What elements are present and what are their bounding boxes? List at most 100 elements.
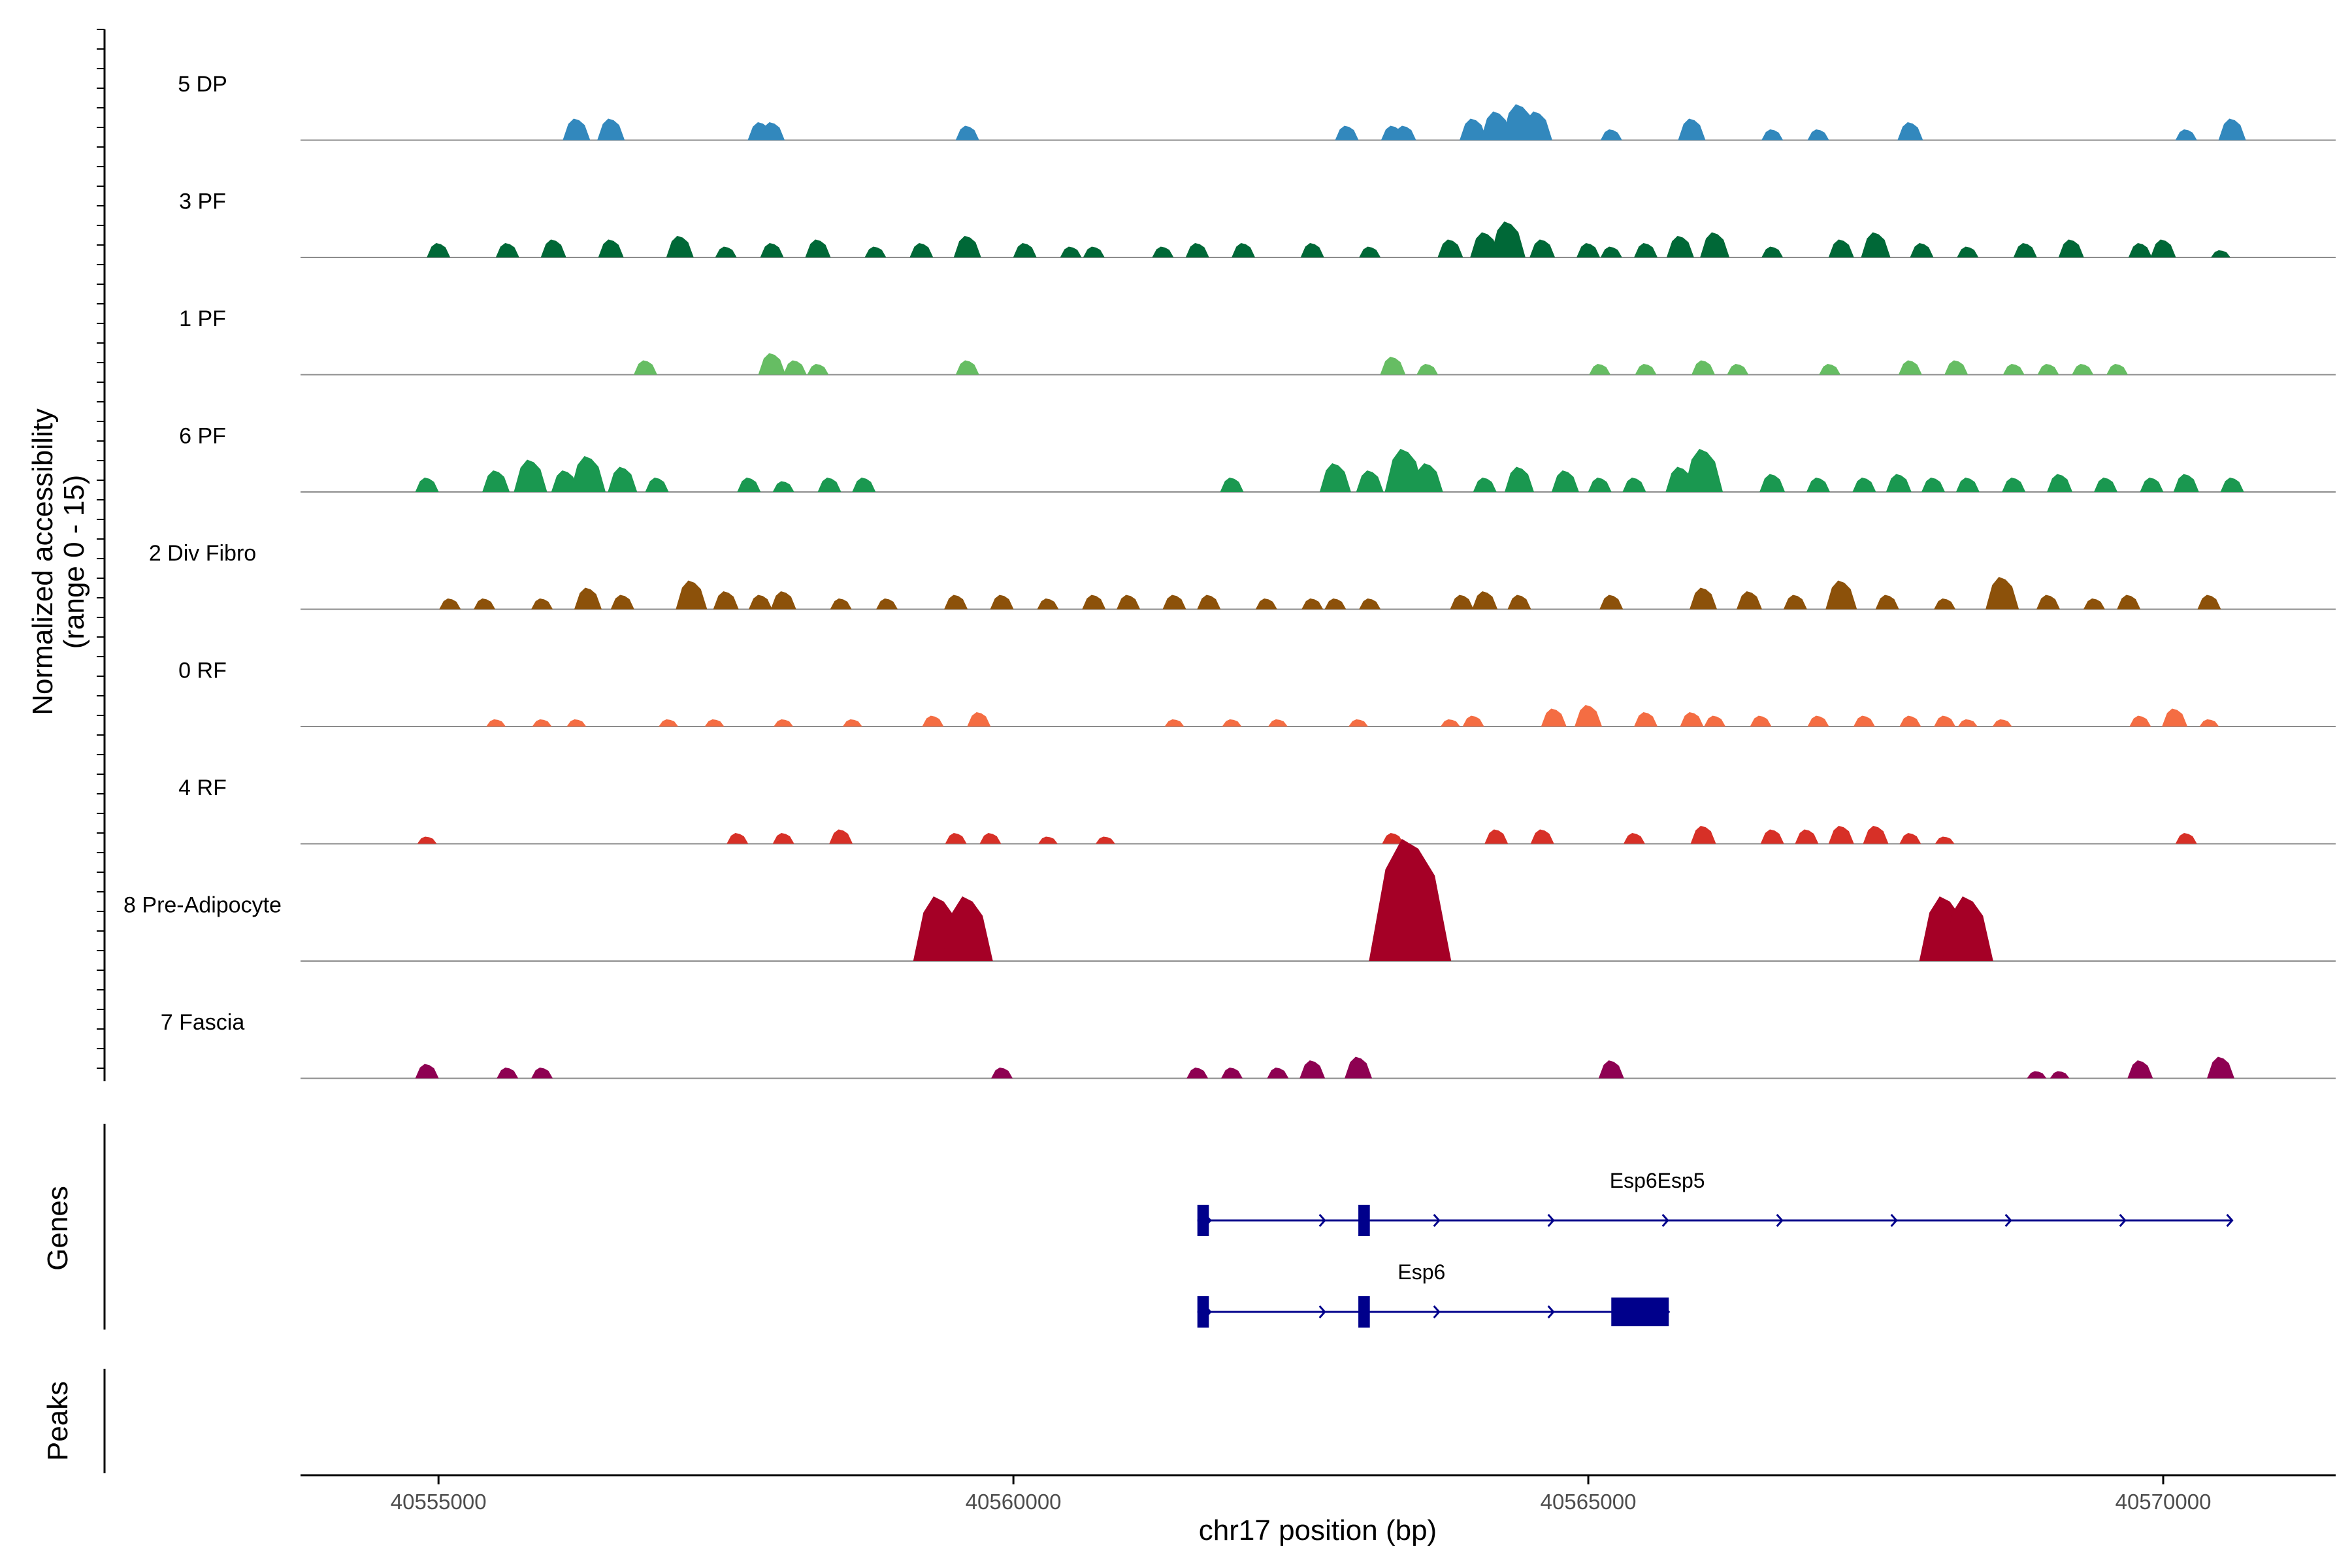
- gene-esp6esp5: Esp6Esp5: [1197, 1169, 2234, 1236]
- strand-arrow: [1318, 1305, 1326, 1318]
- coverage-peak: [1222, 719, 1242, 727]
- coverage-peak: [676, 580, 708, 610]
- coverage-peak: [633, 360, 657, 375]
- coverage-peak: [1623, 833, 1645, 844]
- coverage-peak: [1319, 463, 1351, 492]
- coverage-peak: [1504, 466, 1534, 492]
- coverage-peak: [540, 239, 566, 257]
- coverage-peak: [1795, 829, 1819, 844]
- coverage-peak: [1197, 595, 1221, 610]
- track-label: 4 RF: [178, 776, 227, 800]
- gene-name-label: Esp6: [1397, 1260, 1445, 1284]
- coverage-peak: [1220, 478, 1244, 492]
- coverage-peak: [1825, 580, 1857, 610]
- strand-arrow: [1890, 1214, 1898, 1227]
- coverage-peak: [1666, 236, 1694, 257]
- coverage-peak: [1819, 364, 1841, 375]
- coverage-peak: [2083, 598, 2105, 610]
- x-tick-label: 40555000: [391, 1490, 487, 1514]
- coverage-peak: [1382, 833, 1404, 844]
- coverage-peak: [531, 598, 553, 610]
- track-1-pf: 1 PF: [179, 306, 2336, 376]
- coverage-peak: [1955, 478, 1980, 492]
- coverage-peak: [909, 243, 934, 257]
- coverage-peak: [597, 118, 625, 140]
- coverage-peak: [1622, 478, 1646, 492]
- coverage-peak: [570, 456, 606, 492]
- coverage-peak: [645, 478, 669, 492]
- coverage-peak: [1300, 243, 1324, 257]
- coverage-peak: [1600, 129, 1622, 140]
- coverage-peak: [574, 587, 602, 610]
- coverage-peak: [758, 353, 786, 375]
- coverage-peak: [715, 246, 737, 257]
- coverage-peak: [1255, 598, 1277, 610]
- coverage-peak: [2175, 129, 2197, 140]
- coverage-peak: [2094, 478, 2118, 492]
- track-8-pre-adipocyte: 8 Pre-Adipocyte: [123, 839, 2336, 962]
- coverage-peak: [531, 1068, 553, 1079]
- coverage-peak: [1704, 715, 1726, 727]
- coverage-peak: [1037, 598, 1059, 610]
- coverage-peak: [1082, 595, 1106, 610]
- coverage-peak: [1921, 478, 1946, 492]
- strand-arrow: [2226, 1214, 2234, 1227]
- strand-arrow: [1433, 1214, 1441, 1227]
- coverage-peak: [2207, 1056, 2235, 1079]
- coverage-peak: [1575, 705, 1603, 727]
- coverage-peak: [770, 591, 796, 610]
- track-label: 0 RF: [178, 659, 227, 683]
- coverage-peak: [1324, 598, 1347, 610]
- track-label: 1 PF: [179, 306, 226, 331]
- coverage-peak: [1828, 239, 1854, 257]
- coverage-peak: [876, 598, 898, 610]
- coverage-peak: [1369, 839, 1452, 961]
- coverage-peak: [666, 236, 694, 257]
- coverage-peak: [1356, 470, 1384, 492]
- track-label: 6 PF: [179, 424, 226, 449]
- coverage-peak: [748, 595, 772, 610]
- coverage-peak: [2002, 478, 2026, 492]
- coverage-peak: [1600, 246, 1622, 257]
- coverage-peak: [566, 719, 587, 727]
- coverage-peak: [955, 360, 979, 375]
- track-label: 7 Fascia: [161, 1010, 245, 1035]
- track-3-pf: 3 PF: [179, 189, 2336, 258]
- coverage-peak: [1957, 246, 1979, 257]
- coverage-peak: [1759, 474, 1786, 492]
- coverage-peak: [1186, 1068, 1209, 1079]
- coverage-peak: [852, 478, 876, 492]
- coverage-peak: [1384, 449, 1424, 492]
- track-0-rf: 0 RF: [178, 659, 2336, 727]
- coverage-peak: [955, 125, 979, 140]
- coverage-peak: [1807, 129, 1829, 140]
- coverage-peak: [1944, 360, 1968, 375]
- coverage-peak: [1599, 595, 1624, 610]
- coverage-peak: [1727, 364, 1749, 375]
- coverage-peak: [2127, 1060, 2153, 1079]
- coverage-peak: [1957, 719, 1978, 727]
- coverage-peak: [1162, 595, 1186, 610]
- coverage-peak: [1589, 364, 1611, 375]
- coverage-peak: [1634, 712, 1658, 727]
- coverage-peak: [2013, 243, 2037, 257]
- coverage-peak: [2199, 719, 2219, 727]
- y-axis-title-line2: (range 0 - 15): [58, 475, 90, 649]
- coverage-peak: [2140, 478, 2164, 492]
- coverage-peak: [759, 122, 785, 140]
- coverage-peak: [474, 598, 496, 610]
- coverage-peak: [1852, 478, 1876, 492]
- coverage-peak: [2173, 474, 2199, 492]
- coverage-peak: [2047, 474, 2073, 492]
- exon-block: [1358, 1205, 1370, 1236]
- coverage-peak: [486, 719, 506, 727]
- track-label: 8 Pre-Adipocyte: [123, 893, 282, 918]
- coverage-peak: [713, 591, 739, 610]
- coverage-peak: [1530, 829, 1554, 844]
- coverage-peak: [1345, 1056, 1373, 1079]
- strand-arrow: [1318, 1214, 1326, 1227]
- coverage-peak: [1897, 122, 1923, 140]
- strand-arrow: [1776, 1214, 1784, 1227]
- coverage-peak: [1588, 478, 1612, 492]
